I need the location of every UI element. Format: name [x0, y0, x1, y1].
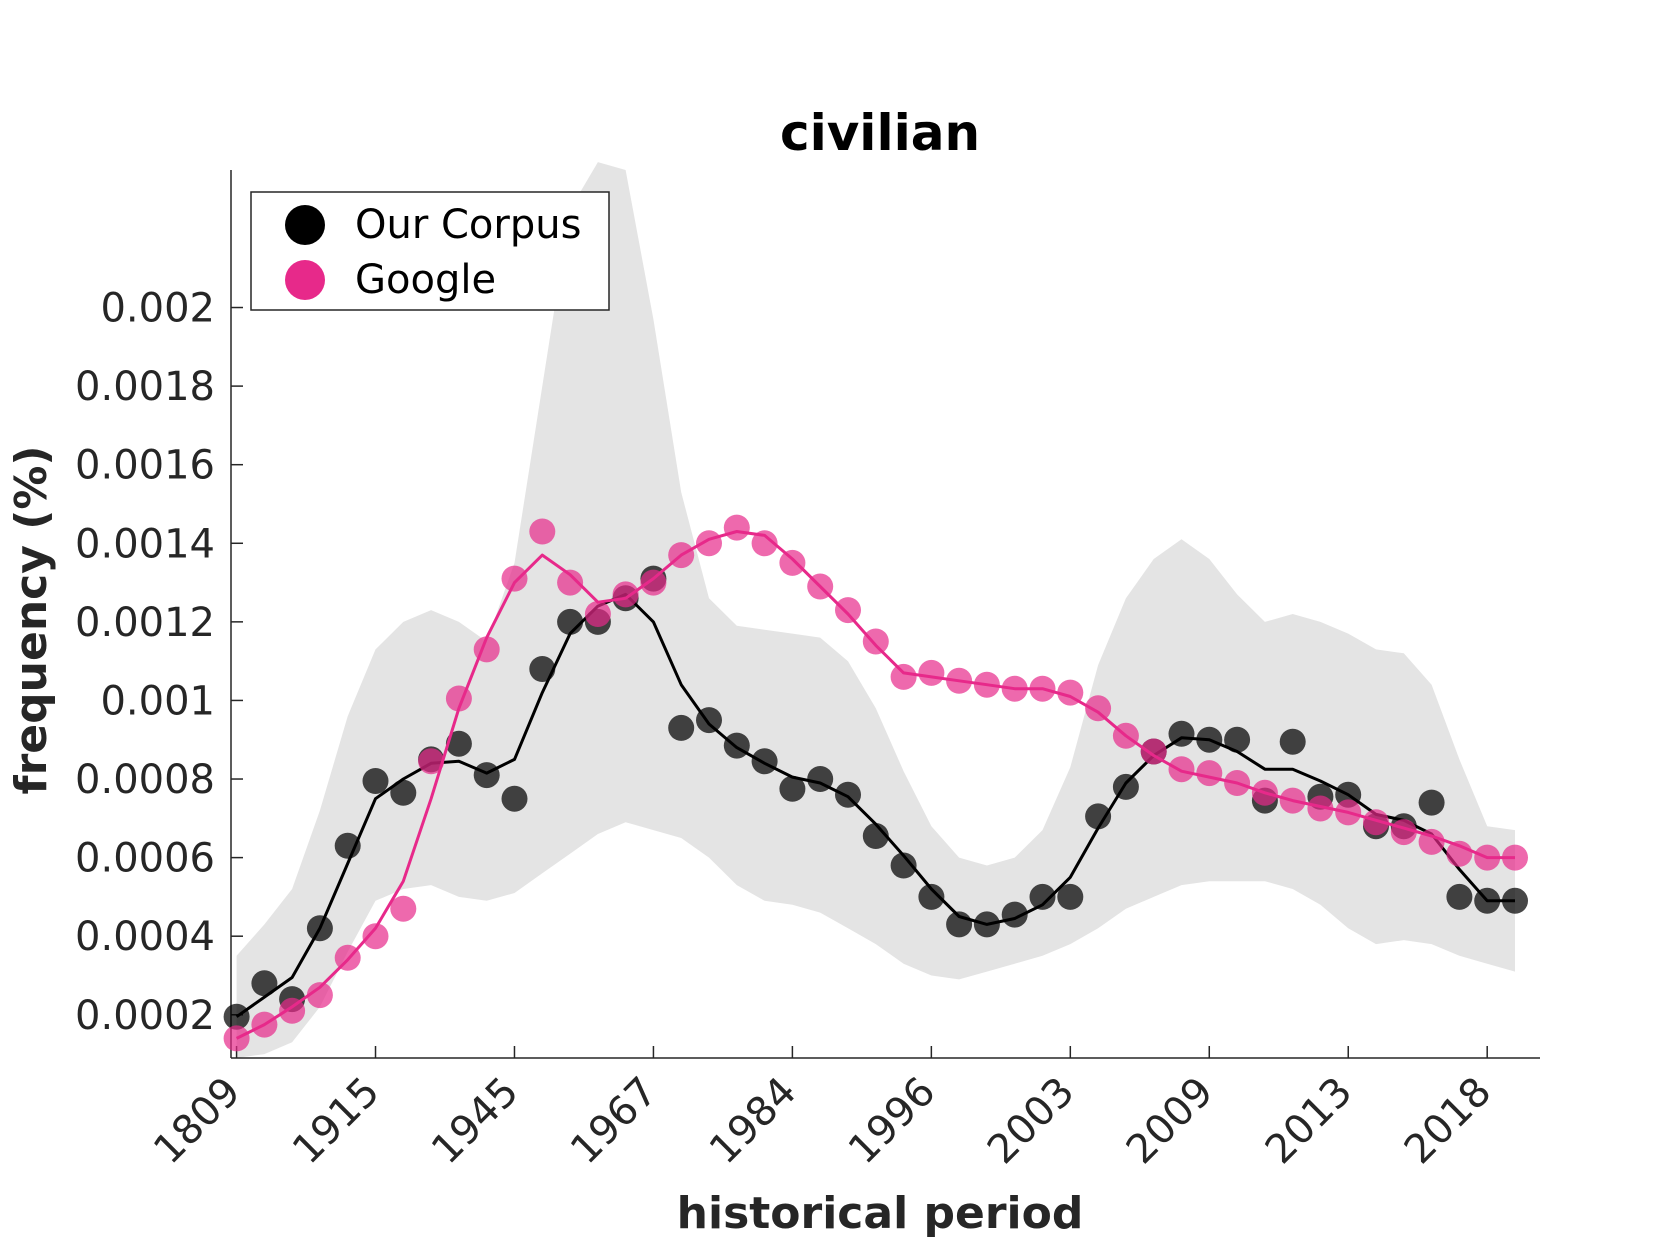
band-layer — [236, 162, 1516, 1059]
x-tick-label: 2003 — [979, 1069, 1084, 1174]
y-tick-label: 0.001 — [100, 678, 215, 724]
series-google — [223, 514, 1528, 1052]
y-tick-label: 0.0012 — [75, 600, 215, 646]
x-tick-label: 2009 — [1118, 1069, 1223, 1174]
x-tick-label: 1915 — [284, 1069, 389, 1174]
data-point-our-corpus — [557, 608, 584, 635]
data-point-google — [306, 982, 333, 1009]
y-tick-label: 0.0006 — [75, 836, 215, 882]
data-point-google — [390, 895, 417, 922]
data-point-google — [1363, 809, 1389, 836]
legend-label-our-corpus: Our Corpus — [355, 202, 581, 248]
data-point-our-corpus — [918, 883, 945, 910]
data-point-our-corpus — [1418, 789, 1445, 816]
x-tick-label: 2013 — [1257, 1069, 1362, 1174]
data-point-our-corpus — [473, 762, 500, 789]
data-point-our-corpus — [1085, 803, 1112, 830]
confidence-band — [236, 162, 1516, 1059]
data-point-our-corpus — [362, 768, 389, 794]
data-point-our-corpus — [890, 852, 917, 879]
data-point-google — [1196, 760, 1223, 787]
data-point-our-corpus — [668, 714, 695, 741]
data-point-google — [862, 628, 889, 655]
x-axis-label: historical period — [677, 1188, 1084, 1239]
x-tick-label: 1967 — [562, 1069, 667, 1174]
data-point-our-corpus — [751, 748, 778, 775]
data-point-our-corpus — [334, 832, 361, 859]
data-point-our-corpus — [1279, 728, 1306, 755]
legend-marker-google — [285, 260, 325, 300]
data-point-our-corpus — [529, 656, 556, 682]
legend: Our Corpus Google — [250, 191, 610, 311]
legend-marker-our-corpus — [285, 205, 325, 245]
data-point-google — [751, 530, 778, 557]
data-point-our-corpus — [251, 970, 278, 997]
data-point-google — [890, 663, 917, 690]
y-tick-label: 0.002 — [100, 286, 215, 332]
y-tick-label: 0.0014 — [75, 521, 215, 567]
data-point-our-corpus — [445, 730, 472, 757]
data-point-google — [723, 514, 750, 541]
data-point-google — [640, 569, 667, 596]
data-point-our-corpus — [1029, 883, 1056, 910]
series-our-corpus — [223, 565, 1528, 1030]
x-tick-label: 1809 — [145, 1069, 250, 1174]
data-point-google — [918, 659, 945, 686]
data-point-our-corpus — [501, 785, 528, 812]
data-point-google — [584, 601, 611, 627]
trend-line-google — [235, 530, 1515, 1040]
data-point-our-corpus — [1224, 726, 1251, 753]
data-point-our-corpus — [390, 779, 417, 806]
y-tick-label: 0.0018 — [75, 364, 215, 410]
data-point-google — [1307, 795, 1334, 822]
data-point-our-corpus — [779, 775, 806, 802]
data-point-google — [529, 518, 556, 545]
data-point-google — [557, 569, 584, 596]
y-tick-label: 0.0004 — [75, 914, 215, 960]
y-tick-label: 0.0002 — [75, 993, 215, 1039]
data-point-google — [1168, 756, 1195, 783]
data-point-our-corpus — [723, 732, 750, 759]
data-point-google — [279, 997, 306, 1024]
y-tick-label: 0.0008 — [75, 757, 215, 803]
data-point-google — [1085, 695, 1112, 722]
trend-line-our-corpus — [235, 592, 1515, 1018]
x-tick-label: 1984 — [701, 1069, 806, 1174]
data-point-google — [362, 923, 389, 950]
series-layer — [223, 514, 1528, 1052]
x-tick-label: 2018 — [1396, 1069, 1501, 1174]
x-tick-label: 1945 — [423, 1069, 528, 1174]
data-point-google — [418, 748, 445, 775]
chart-title: civilian — [780, 104, 980, 162]
legend-label-google: Google — [355, 257, 496, 303]
y-axis-label: frequency (%) — [6, 445, 57, 794]
data-point-our-corpus — [1057, 883, 1084, 910]
data-point-google — [501, 565, 528, 592]
data-point-our-corpus — [1446, 883, 1473, 910]
data-point-google — [835, 597, 861, 624]
data-point-google — [612, 581, 639, 608]
data-point-google — [779, 549, 806, 576]
y-tick-label: 0.0016 — [75, 443, 215, 489]
x-tick-label: 1996 — [840, 1069, 945, 1174]
